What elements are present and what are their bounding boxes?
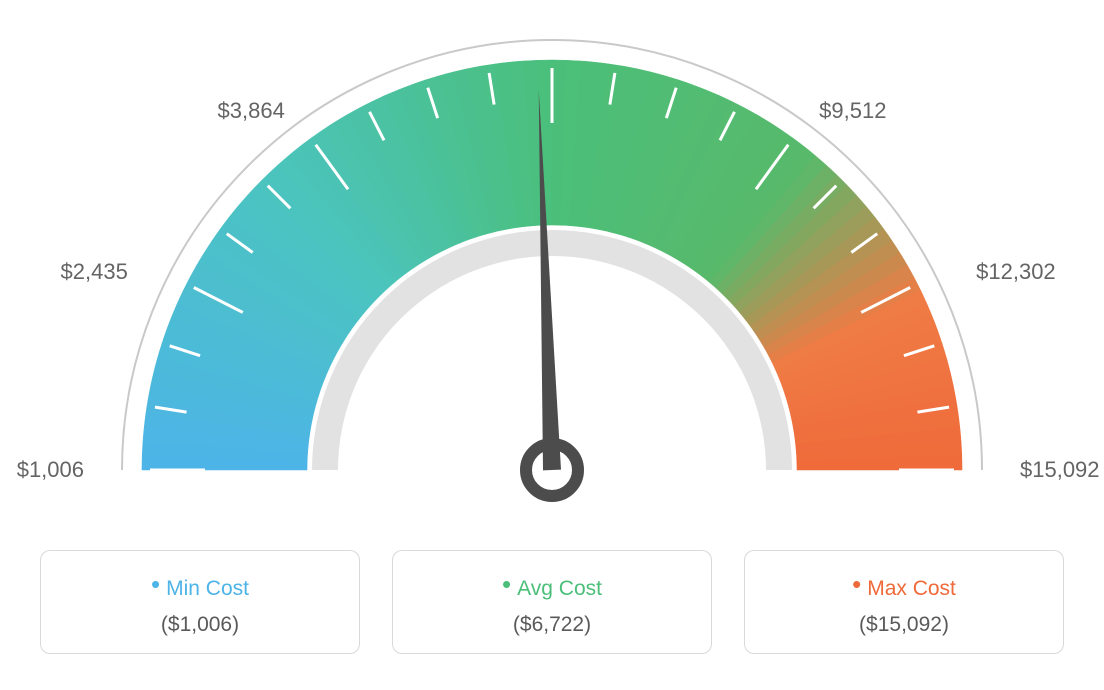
legend-value-min: ($1,006) bbox=[51, 613, 349, 637]
gauge-tick-label: $12,302 bbox=[976, 259, 1056, 285]
gauge-tick-label: $6,722 bbox=[518, 0, 585, 2]
legend-value-avg: ($6,722) bbox=[403, 613, 701, 637]
legend-row: • Min Cost ($1,006) • Avg Cost ($6,722) • M… bbox=[0, 550, 1104, 674]
legend-box-max: • Max Cost ($15,092) bbox=[744, 550, 1064, 654]
legend-label-max: Max Cost bbox=[867, 577, 956, 600]
gauge-tick-label: $9,512 bbox=[819, 98, 886, 124]
legend-dot-min: • bbox=[151, 569, 160, 599]
gauge-tick-label: $1,006 bbox=[17, 457, 84, 483]
legend-dot-max: • bbox=[852, 569, 861, 599]
gauge-tick-label: $2,435 bbox=[61, 259, 128, 285]
legend-title-avg: • Avg Cost bbox=[403, 569, 701, 601]
legend-label-avg: Avg Cost bbox=[517, 577, 602, 600]
legend-dot-avg: • bbox=[502, 569, 511, 599]
legend-box-min: • Min Cost ($1,006) bbox=[40, 550, 360, 654]
legend-label-min: Min Cost bbox=[166, 577, 249, 600]
gauge-chart: $1,006 $2,435 $3,864 $6,722 $9,512 $12,302 $15… bbox=[0, 0, 1104, 550]
gauge-svg bbox=[0, 0, 1104, 550]
gauge-tick-label: $15,092 bbox=[1020, 457, 1100, 483]
legend-title-max: • Max Cost bbox=[755, 569, 1053, 601]
legend-value-max: ($15,092) bbox=[755, 613, 1053, 637]
legend-title-min: • Min Cost bbox=[51, 569, 349, 601]
legend-box-avg: • Avg Cost ($6,722) bbox=[392, 550, 712, 654]
gauge-tick-label: $3,864 bbox=[218, 98, 285, 124]
